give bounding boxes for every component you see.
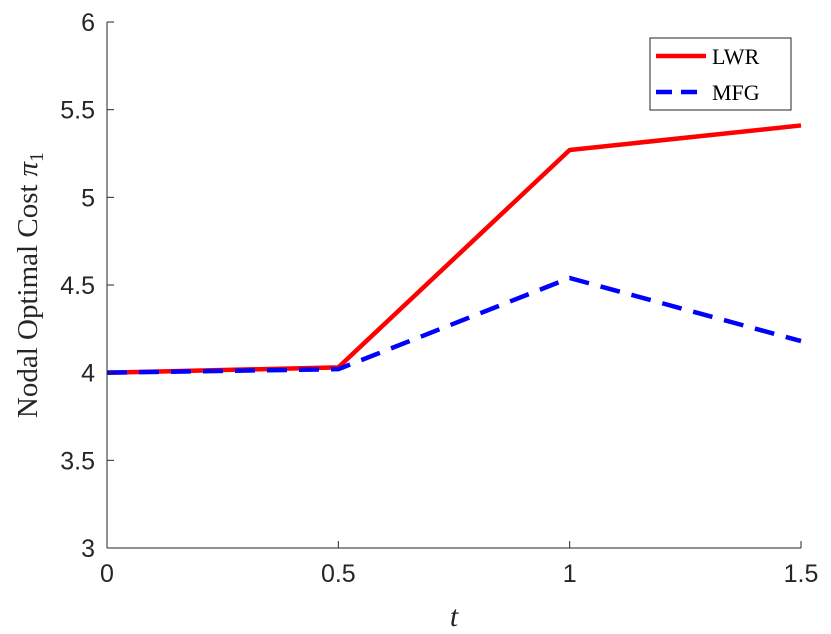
x-tick-label: 1.5 [784, 560, 819, 588]
x-ticks: 0 0.5 1 1.5 [100, 541, 818, 588]
x-tick-label: 0.5 [321, 560, 356, 588]
y-tick-label: 5.5 [60, 97, 95, 125]
y-tick-label: 4 [81, 360, 95, 388]
x-tick-label: 0 [100, 560, 114, 588]
y-tick-label: 3.5 [60, 447, 95, 475]
legend: LWR MFG [649, 37, 792, 111]
y-axis-title-subscript: 1 [26, 152, 48, 162]
legend-label-lwr: LWR [712, 44, 760, 69]
y-tick-label: 4.5 [60, 272, 95, 300]
x-tick-label: 1 [563, 560, 577, 588]
y-tick-label: 5 [81, 184, 95, 212]
y-axis-title-text: Nodal Optimal Cost [12, 184, 44, 418]
legend-label-mfg: MFG [712, 80, 760, 105]
x-axis-title: t [450, 600, 459, 633]
y-tick-label: 3 [81, 535, 95, 563]
y-axis-title-symbol: π [12, 160, 44, 176]
y-tick-label: 6 [81, 9, 95, 37]
y-axis-title: Nodal Optimal Cost π1 [12, 152, 48, 418]
y-ticks: 3 3.5 4 4.5 5 5.5 6 [60, 9, 114, 563]
series-layer [106, 123, 802, 375]
series-line-mfg [106, 275, 802, 375]
legend-box [649, 37, 792, 111]
